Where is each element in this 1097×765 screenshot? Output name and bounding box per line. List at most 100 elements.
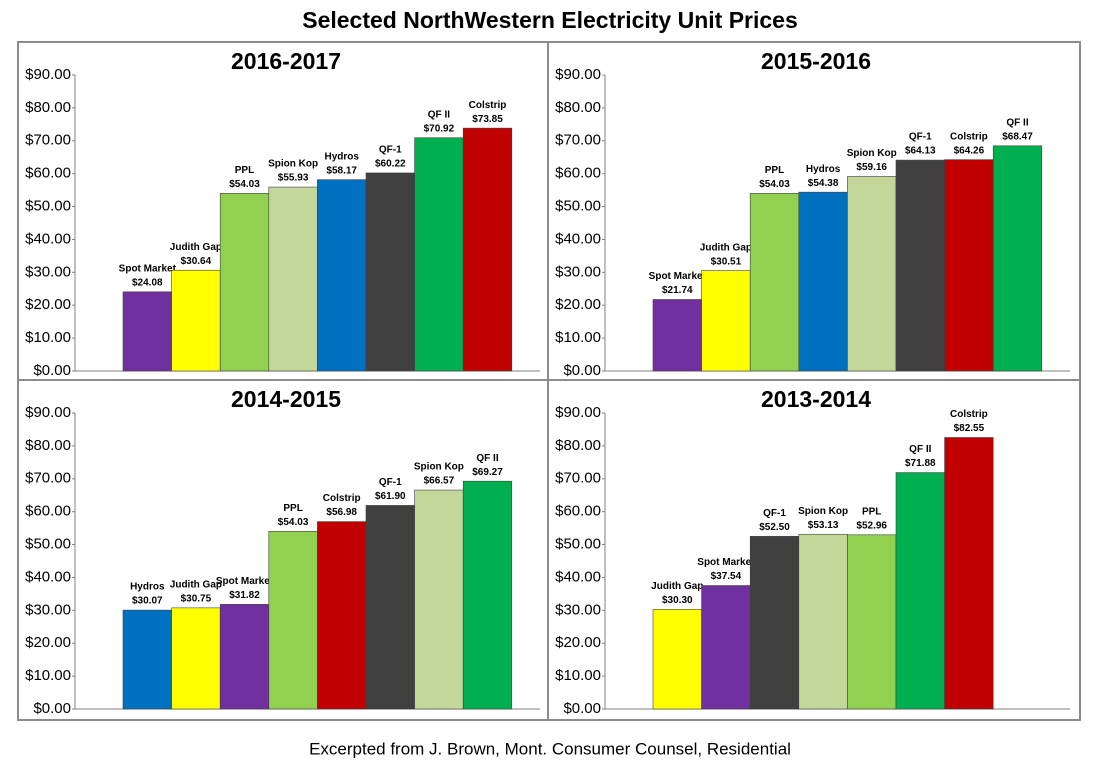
y-tick-label: $10.00 <box>25 667 71 684</box>
y-tick-label: $0.00 <box>563 700 601 717</box>
data-label: $30.64 <box>181 256 212 267</box>
bar <box>171 269 221 372</box>
bar <box>701 270 751 372</box>
category-label: Hydros <box>324 151 359 162</box>
data-label: $71.88 <box>905 458 936 469</box>
bar <box>268 186 318 372</box>
category-label: Spion Kop <box>414 462 464 473</box>
data-label: $58.17 <box>326 165 357 176</box>
category-label: QF-1 <box>763 508 786 519</box>
data-label: $37.54 <box>711 571 742 582</box>
bar <box>268 531 318 710</box>
category-label: Spot Market <box>216 576 274 587</box>
category-label: Judith Gap <box>170 580 222 591</box>
y-tick-label: $10.00 <box>555 667 601 684</box>
y-tick-label: $80.00 <box>555 437 601 454</box>
y-tick-label: $90.00 <box>555 66 601 83</box>
y-tick-label: $50.00 <box>555 198 601 215</box>
bar <box>317 521 367 710</box>
data-label: $68.47 <box>1002 131 1033 142</box>
bar <box>219 193 270 372</box>
bar <box>122 609 172 710</box>
y-tick-label: $20.00 <box>555 296 601 313</box>
category-label: Hydros <box>130 582 165 593</box>
category-label: Colstrip <box>469 100 507 111</box>
category-label: Spot Market <box>649 271 707 282</box>
bar <box>652 609 702 710</box>
panel-title: 2015-2016 <box>761 48 871 74</box>
y-tick-label: $70.00 <box>555 132 601 149</box>
bar <box>847 176 897 372</box>
category-label: PPL <box>235 165 254 176</box>
category-label: QF II <box>909 444 931 455</box>
category-label: Spion Kop <box>847 148 897 159</box>
data-label: $30.07 <box>132 596 163 607</box>
bar <box>122 291 172 372</box>
y-tick-label: $60.00 <box>555 503 601 520</box>
category-label: Spot Market <box>697 557 755 568</box>
panel-title: 2013-2014 <box>761 386 871 412</box>
bar <box>749 536 800 710</box>
bar <box>701 585 751 710</box>
category-label: Judith Gap <box>170 242 222 253</box>
category-label: QF II <box>476 453 498 464</box>
category-label: Judith Gap <box>700 242 752 253</box>
y-tick-label: $80.00 <box>25 99 71 116</box>
panel-title: 2014-2015 <box>231 386 341 412</box>
bar <box>317 179 367 372</box>
category-label: Spion Kop <box>268 159 318 170</box>
category-label: Judith Gap <box>651 581 703 592</box>
data-label: $53.13 <box>808 520 839 531</box>
data-label: $52.50 <box>759 522 790 533</box>
y-tick-label: $40.00 <box>555 230 601 247</box>
bar <box>895 472 945 710</box>
category-label: QF II <box>1006 117 1028 128</box>
panel-title: 2016-2017 <box>231 48 341 74</box>
bar <box>171 607 221 710</box>
data-label: $24.08 <box>132 277 163 288</box>
y-tick-label: $20.00 <box>25 634 71 651</box>
data-label: $64.26 <box>954 145 985 156</box>
data-label: $59.16 <box>856 162 887 173</box>
y-tick-label: $0.00 <box>563 362 601 379</box>
data-label: $54.03 <box>759 179 790 190</box>
y-tick-label: $40.00 <box>25 230 71 247</box>
y-tick-label: $30.00 <box>25 601 71 618</box>
category-label: Colstrip <box>950 409 988 420</box>
category-label: Hydros <box>806 164 841 175</box>
data-label: $52.96 <box>856 520 887 531</box>
bar <box>847 534 897 710</box>
data-label: $66.57 <box>424 476 455 487</box>
bar <box>365 172 415 372</box>
bar <box>749 193 800 372</box>
y-tick-label: $90.00 <box>25 404 71 421</box>
category-label: QF-1 <box>909 132 932 143</box>
category-label: PPL <box>283 503 302 514</box>
category-label: QF II <box>428 109 450 120</box>
y-tick-label: $60.00 <box>555 165 601 182</box>
y-tick-label: $30.00 <box>555 263 601 280</box>
category-label: PPL <box>862 506 881 517</box>
data-label: $30.30 <box>662 595 693 606</box>
footnote: Excerpted from J. Brown, Mont. Consumer … <box>309 739 791 758</box>
data-label: $61.90 <box>375 491 406 502</box>
y-tick-label: $0.00 <box>33 362 71 379</box>
data-label: $54.38 <box>808 178 839 189</box>
data-label: $64.13 <box>905 146 936 157</box>
data-label: $55.93 <box>278 173 309 184</box>
y-tick-label: $80.00 <box>25 437 71 454</box>
y-tick-label: $30.00 <box>555 601 601 618</box>
y-tick-label: $60.00 <box>25 503 71 520</box>
category-label: PPL <box>765 165 784 176</box>
bar <box>219 604 270 710</box>
bar <box>414 489 464 710</box>
category-label: Colstrip <box>950 131 988 142</box>
category-label: Spot Market <box>119 263 177 274</box>
panel-border <box>547 379 1081 721</box>
bar <box>798 191 848 372</box>
y-tick-label: $50.00 <box>555 536 601 553</box>
bar <box>652 299 702 372</box>
y-tick-label: $10.00 <box>25 329 71 346</box>
bar <box>992 145 1043 372</box>
